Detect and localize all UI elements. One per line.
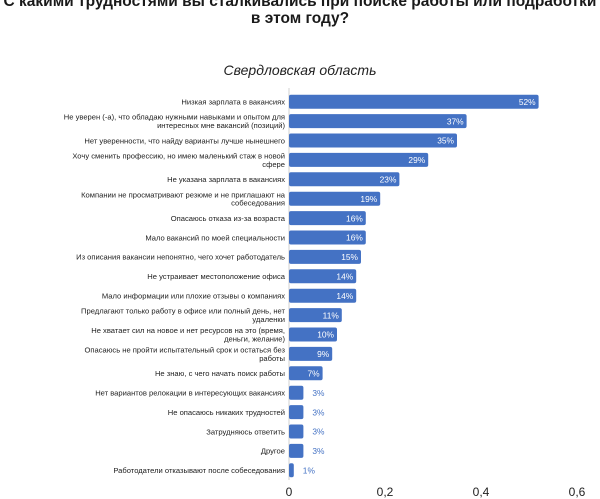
category-label: Нет уверенности, что найду варианты лучш… xyxy=(84,136,285,145)
bar xyxy=(289,133,457,148)
bar xyxy=(289,463,294,478)
category-label: Не знаю, с чего начать поиск работы xyxy=(155,369,285,378)
category-label: Низкая зарплата в вакансиях xyxy=(181,98,285,107)
category-label: Компании не просматривают резюме и не пр… xyxy=(81,190,286,207)
data-label: 1% xyxy=(303,466,316,476)
chart-subtitle: Свердловская область xyxy=(223,62,377,78)
category-label: Из описания вакансии непонятно, чего хоч… xyxy=(76,253,285,262)
category-label: Мало информации или плохие отзывы о комп… xyxy=(102,292,285,301)
bar xyxy=(289,152,429,167)
bar xyxy=(289,114,467,129)
x-tick-label: 0 xyxy=(286,485,293,499)
data-label: 23% xyxy=(380,175,397,185)
bar xyxy=(289,172,400,187)
category-label: Нет вариантов релокации в интересующих в… xyxy=(95,389,285,398)
bar xyxy=(289,405,304,420)
data-label: 3% xyxy=(312,407,325,417)
category-label: Мало вакансий по моей специальности xyxy=(145,233,285,242)
bar xyxy=(289,288,357,303)
data-label: 3% xyxy=(312,388,325,398)
bar xyxy=(289,346,333,361)
category-label: Не указана зарплата в вакансиях xyxy=(167,175,285,184)
data-label: 19% xyxy=(360,194,377,204)
bar xyxy=(289,211,366,226)
bar xyxy=(289,424,304,439)
x-tick-label: 0,6 xyxy=(569,485,586,499)
data-label: 11% xyxy=(323,310,340,320)
bar xyxy=(289,230,366,245)
category-label: Не уверен (-а), что обладаю нужными навы… xyxy=(64,113,286,130)
bar xyxy=(289,94,539,109)
data-label: 37% xyxy=(447,116,464,126)
bar xyxy=(289,269,357,284)
data-label: 14% xyxy=(336,272,353,282)
data-label: 10% xyxy=(317,330,334,340)
category-label: Опасаюсь отказа из-за возраста xyxy=(171,214,286,223)
data-label: 35% xyxy=(437,136,454,146)
data-label: 29% xyxy=(408,155,425,165)
data-label: 3% xyxy=(312,446,325,456)
x-tick-label: 0,4 xyxy=(473,485,490,499)
data-label: 3% xyxy=(312,427,325,437)
data-label: 7% xyxy=(307,369,320,379)
x-tick-label: 0,2 xyxy=(377,485,394,499)
bar xyxy=(289,385,304,400)
bar xyxy=(289,366,323,381)
data-label: 16% xyxy=(346,233,363,243)
data-label: 52% xyxy=(519,97,536,107)
category-label: Не устраивает местоположение офиса xyxy=(147,272,285,281)
category-label: Хочу сменить профессию, но имею маленьки… xyxy=(72,152,285,169)
bar xyxy=(289,191,381,206)
bar xyxy=(289,308,342,323)
category-label: Другое xyxy=(261,447,285,456)
data-label: 16% xyxy=(346,213,363,223)
category-label: Не опасаюсь никаких трудностей xyxy=(168,408,285,417)
data-label: 9% xyxy=(317,349,330,359)
category-label: Предлагают только работу в офисе или пол… xyxy=(81,307,285,324)
category-label: Затрудняюсь ответить xyxy=(206,427,285,436)
category-label: Опасаюсь не пройти испытательный срок и … xyxy=(84,346,285,363)
chart-title: С какими трудностями вы сталкивались при… xyxy=(3,0,597,27)
data-label: 15% xyxy=(341,252,358,262)
bar xyxy=(289,327,337,342)
bar xyxy=(289,443,304,458)
category-label: Работодатели отказывают после собеседова… xyxy=(113,466,285,475)
data-label: 14% xyxy=(336,291,353,301)
bar xyxy=(289,249,361,264)
category-label: Не хватает сил на новое и нет ресурсов н… xyxy=(91,326,285,343)
